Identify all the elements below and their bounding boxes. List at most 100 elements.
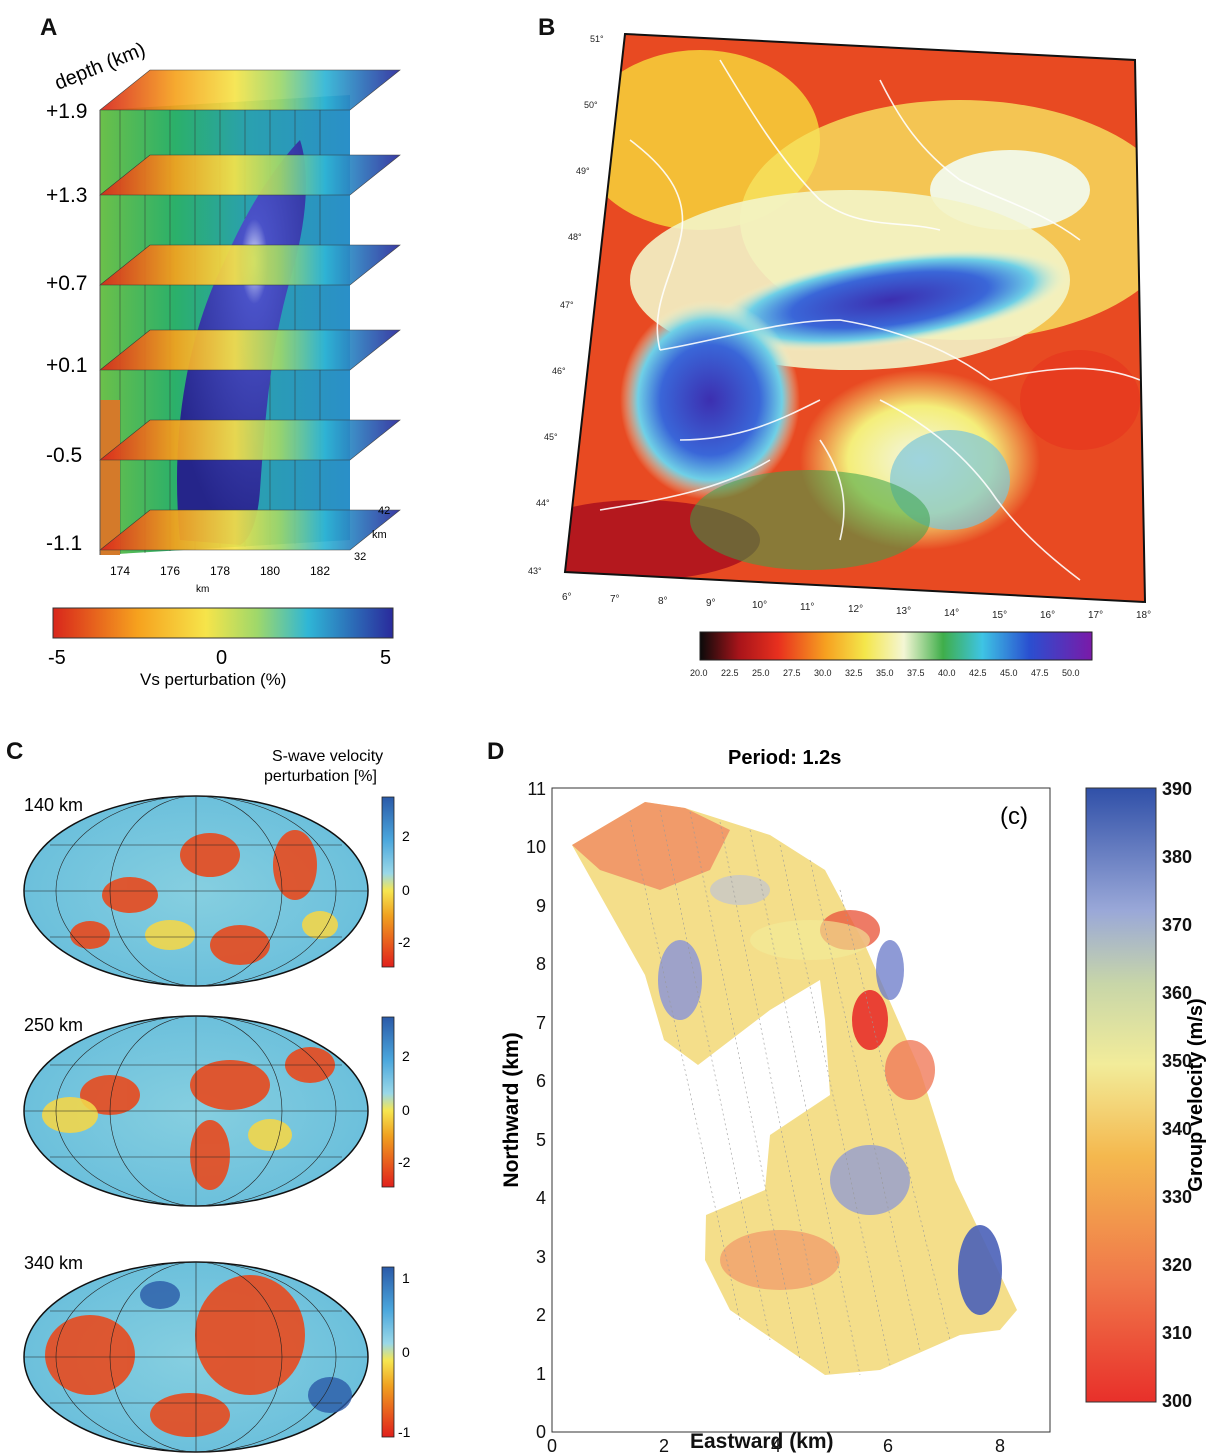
panel-d-y-tick: 4 — [536, 1188, 546, 1208]
panel-b-lat-label: 48° — [568, 232, 582, 242]
panel-b-cbar-tick: 27.5 — [783, 668, 801, 678]
panel-d-x-tick: 2 — [659, 1436, 669, 1456]
panel-b-cbar-tick: 50.0 — [1062, 668, 1080, 678]
panel-b-lat-label: 45° — [544, 432, 558, 442]
panel-b-cbar-tick: 42.5 — [969, 668, 987, 678]
panel-b-cbar-tick: 40.0 — [938, 668, 956, 678]
panel-b-cbar-tick: 32.5 — [845, 668, 863, 678]
panel-d-y-tick: 3 — [536, 1247, 546, 1267]
panel-b-lat-label: 51° — [590, 34, 604, 44]
panel-c-title: perturbation [%] — [264, 768, 377, 785]
panel-d-x-tick: 4 — [771, 1436, 781, 1456]
panel-b-borders — [599, 59, 1141, 581]
panel-d-ylabel: Northward (km) — [500, 1032, 523, 1187]
panel-d-y-tick: 0 — [536, 1422, 546, 1442]
panel-c-colorbar — [381, 796, 395, 968]
panel-a-cbar-label: Vs perturbation (%) — [140, 670, 286, 689]
panel-b-map: 51° 50° 49° 48° 47° 46° 45° 44° 43° 6° 7… — [528, 32, 1151, 678]
panel-d-cbar-tick: 350 — [1162, 1051, 1192, 1071]
panel-d-x-tick: 0 — [547, 1436, 557, 1456]
panel-c-cbar-tick: -1 — [398, 1424, 411, 1440]
panel-b-lon-label: 15° — [992, 610, 1007, 621]
panel-a-x-tick: 176 — [160, 564, 180, 578]
panel-c-label: C — [6, 738, 24, 765]
panel-b-lon-label: 7° — [610, 594, 620, 605]
panel-a-depth-label: +1.3 — [46, 184, 87, 207]
panel-d-cbar-tick: 310 — [1162, 1323, 1192, 1343]
panel-c-cbar-tick: -2 — [398, 1154, 411, 1170]
panel-b-lat-label: 46° — [552, 366, 566, 376]
panel-d-title: Period: 1.2s — [728, 747, 841, 769]
panel-d-y-tick: 11 — [527, 779, 546, 799]
panel-b-frame — [563, 32, 1147, 604]
panel-d-xlabel: Eastward (km) — [690, 1430, 834, 1453]
panel-d-cbar-label: Group velocity (m/s) — [1185, 998, 1207, 1191]
panel-c-cbar-tick: 1 — [402, 1270, 410, 1286]
panel-a-cbar-tick: 0 — [216, 647, 227, 669]
panel-d-cbar-tick: 390 — [1162, 779, 1192, 799]
panel-c-maps: S-wave velocity perturbation [%] 140 km … — [23, 748, 411, 1453]
panel-d-label: D — [487, 738, 505, 765]
panel-d-y-tick: 1 — [536, 1364, 546, 1384]
panel-a-slices — [99, 69, 401, 551]
panel-d-cbar-tick: 380 — [1162, 847, 1192, 867]
panel-a-x-tick: 178 — [210, 564, 230, 578]
panel-d-cbar-tick: 300 — [1162, 1391, 1192, 1411]
panel-a-cbar-tick: -5 — [48, 647, 66, 669]
panel-b-lat-label: 43° — [528, 566, 542, 576]
panel-c-cbar-tick: -2 — [398, 934, 411, 950]
panel-b-lon-label: 9° — [706, 598, 716, 609]
panel-b-cbar-tick: 30.0 — [814, 668, 832, 678]
panel-b-lon-label: 12° — [848, 604, 863, 615]
panel-c-map-250: 250 km — [23, 1015, 369, 1207]
panel-d-cbar-tick: 340 — [1162, 1119, 1192, 1139]
panel-d-y-tick: 9 — [536, 896, 546, 916]
panel-c-depth-label: 340 km — [24, 1253, 83, 1273]
panel-c-cbar-tick: 0 — [402, 1344, 410, 1360]
panel-c-cbar-tick: 0 — [402, 882, 410, 898]
panel-a-x-tick: 174 — [110, 564, 130, 578]
panel-b-field — [565, 34, 1145, 602]
panel-b-lon-label: 17° — [1088, 610, 1103, 621]
panel-a-3d-block: depth (km) +1.9 +1.3 +0.7 +0.1 -0.5 -1.1… — [46, 38, 401, 689]
panel-a-depth-label: -0.5 — [46, 444, 82, 467]
panel-b-cbar-tick: 20.0 — [690, 668, 708, 678]
panel-d-colorbar — [1085, 787, 1157, 1403]
panel-a-y-tick: 42 — [378, 505, 390, 517]
panel-b-cbar-tick: 35.0 — [876, 668, 894, 678]
panel-c-map-140: 140 km — [23, 795, 369, 987]
panel-d-y-tick: 10 — [526, 837, 546, 857]
panel-b-cbar-tick: 37.5 — [907, 668, 925, 678]
panel-b-lon-label: 6° — [562, 592, 572, 603]
panel-c-colorbar — [381, 1016, 395, 1188]
panel-c-cbar-tick: 0 — [402, 1102, 410, 1118]
panel-b-cbar-tick: 22.5 — [721, 668, 739, 678]
panel-b-lon-label: 14° — [944, 608, 959, 619]
panel-d-y-tick: 5 — [536, 1130, 546, 1150]
panel-d-cbar-tick: 320 — [1162, 1255, 1192, 1275]
panel-b-lon-label: 13° — [896, 606, 911, 617]
panel-b-cbar-tick: 25.0 — [752, 668, 770, 678]
panel-d-field — [572, 802, 1017, 1375]
panel-c-depth-label: 140 km — [24, 795, 83, 815]
panel-c-cbar-tick: 2 — [402, 1048, 410, 1064]
panel-b-lat-label: 44° — [536, 498, 550, 508]
panel-c-title: S-wave velocity — [272, 748, 383, 765]
panel-a-y-tick: 32 — [354, 551, 366, 563]
panel-a-cbar-tick: 5 — [380, 647, 391, 669]
panel-d-x-tick: 8 — [995, 1436, 1005, 1456]
panel-b-cbar-tick: 47.5 — [1031, 668, 1049, 678]
panel-b-lat-label: 50° — [584, 100, 598, 110]
panel-b-cbar-tick: 45.0 — [1000, 668, 1018, 678]
panel-d-y-tick: 2 — [536, 1305, 546, 1325]
panel-d-inset-label: (c) — [1000, 803, 1028, 830]
panel-b-lat-label: 49° — [576, 166, 590, 176]
panel-a-x-unit: km — [196, 584, 209, 595]
panel-b-label: B — [538, 14, 556, 41]
panel-d-cbar-tick: 370 — [1162, 915, 1192, 935]
panel-d-x-tick: 6 — [883, 1436, 893, 1456]
panel-d-cbar-tick: 330 — [1162, 1187, 1192, 1207]
panel-b-lon-label: 16° — [1040, 610, 1055, 621]
panel-c-map-340: 340 km — [23, 1253, 369, 1453]
panel-a-label: A — [40, 14, 58, 41]
